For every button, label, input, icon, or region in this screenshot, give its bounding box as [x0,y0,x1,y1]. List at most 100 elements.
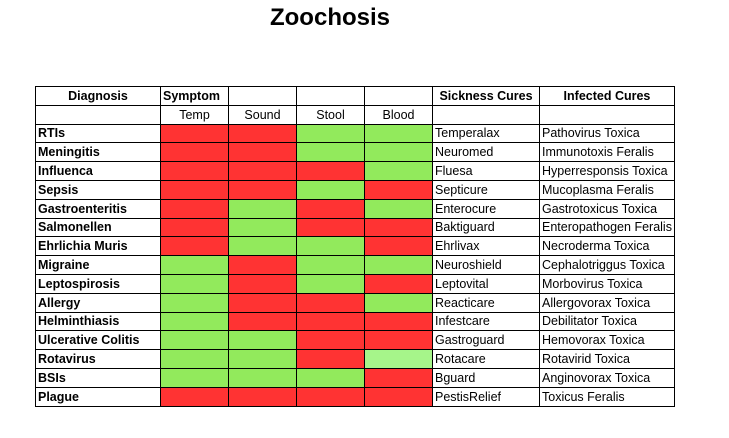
table-row: Sepsis Septicure Mucoplasma Feralis [35,179,675,200]
table-row: Ulcerative Colitis Gastroguard Hemovorax T… [35,330,675,351]
infected-cure-cell: Morbovirus Toxica [539,273,675,294]
infected-cure-cell: Immunotoxis Feralis [539,142,675,163]
symptom-temp-cell [160,198,229,219]
symptom-sound-cell [228,311,297,332]
header-empty [296,86,365,106]
header-row-2: Temp Sound Stool Blood [35,104,675,125]
table-row: Migraine Neuroshield Cephalotriggus Toxica [35,255,675,275]
symptom-sound-cell [228,330,297,351]
symptom-blood-cell [364,142,433,163]
sickness-cure-cell: Reacticare [432,292,540,313]
sickness-cure-cell: Neuromed [432,142,540,163]
symptom-sound-cell [228,367,297,388]
header-empty [364,86,433,106]
symptom-stool-cell [296,367,365,388]
symptom-stool-cell [296,311,365,332]
symptom-stool-cell [296,292,365,313]
header-sickness-cures: Sickness Cures [432,86,540,106]
table-row: Rotavirus Rotacare Rotavirid Toxica [35,349,675,369]
symptom-temp-cell [160,179,229,200]
symptom-blood-cell [364,236,433,257]
symptom-blood-cell [364,311,433,332]
infected-cure-cell: Hemovorax Toxica [539,330,675,351]
symptom-sound-cell [228,123,297,144]
table-row: Gastroenteritis Enterocure Gastrotoxicus T… [35,198,675,219]
symptom-sound-cell [228,179,297,200]
symptom-temp-cell [160,349,229,369]
infected-cure-cell: Debilitator Toxica [539,311,675,332]
symptom-stool-cell [296,217,365,238]
symptom-stool-cell [296,123,365,144]
diagnosis-cell: Influenca [35,161,161,181]
sickness-cure-cell: PestisRelief [432,386,540,407]
symptom-sound-cell [228,255,297,275]
symptom-sound-cell [228,273,297,294]
symptom-blood-cell [364,386,433,407]
symptom-sound-cell [228,236,297,257]
infected-cure-cell: Rotavirid Toxica [539,349,675,369]
symptom-temp-cell [160,386,229,407]
table-row: Ehrlichia Muris Ehrlivax Necroderma Toxica [35,236,675,257]
symptom-blood-cell [364,161,433,181]
symptom-blood-cell [364,349,433,369]
symptom-temp-cell [160,142,229,163]
symptom-blood-cell [364,273,433,294]
infected-cure-cell: Mucoplasma Feralis [539,179,675,200]
diagnosis-cell: Leptospirosis [35,273,161,294]
symptom-stool-cell [296,349,365,369]
diagnosis-cell: Salmonellen [35,217,161,238]
symptom-temp-cell [160,161,229,181]
diagnosis-cell: Gastroenteritis [35,198,161,219]
table-row: Influenca Fluesa Hyperresponsis Toxica [35,161,675,181]
sickness-cure-cell: Temperalax [432,123,540,144]
symptom-sound-cell [228,349,297,369]
header-row-1: Diagnosis Symptom Sickness Cures Infecte… [35,86,675,106]
infected-cure-cell: Hyperresponsis Toxica [539,161,675,181]
symptom-temp-cell [160,367,229,388]
symptom-stool-cell [296,161,365,181]
infected-cure-cell: Enteropathogen Feralis [539,217,675,238]
header-empty [35,104,161,125]
sickness-cure-cell: Rotacare [432,349,540,369]
table-row: RTIs Temperalax Pathovirus Toxica [35,123,675,144]
infected-cure-cell: Gastrotoxicus Toxica [539,198,675,219]
symptom-sound-cell [228,161,297,181]
header-infected-cures: Infected Cures [539,86,675,106]
infected-cure-cell: Allergovorax Toxica [539,292,675,313]
sickness-cure-cell: Fluesa [432,161,540,181]
symptom-stool-cell [296,142,365,163]
infected-cure-cell: Necroderma Toxica [539,236,675,257]
symptom-blood-cell [364,292,433,313]
header-sound: Sound [228,104,297,125]
table-row: Salmonellen Baktiguard Enteropathogen Fera… [35,217,675,238]
symptom-sound-cell [228,292,297,313]
sickness-cure-cell: Septicure [432,179,540,200]
header-blood: Blood [364,104,433,125]
header-empty [432,104,540,125]
sickness-cure-cell: Neuroshield [432,255,540,275]
infected-cure-cell: Cephalotriggus Toxica [539,255,675,275]
symptom-temp-cell [160,311,229,332]
table-row: Leptospirosis Leptovital Morbovirus Toxica [35,273,675,294]
diagnosis-table: Diagnosis Symptom Sickness Cures Infecte… [35,86,675,407]
symptom-stool-cell [296,273,365,294]
infected-cure-cell: Anginovorax Toxica [539,367,675,388]
diagnosis-cell: BSIs [35,367,161,388]
sickness-cure-cell: Bguard [432,367,540,388]
header-empty [228,86,297,106]
table-row: Meningitis Neuromed Immunotoxis Feralis [35,142,675,163]
symptom-temp-cell [160,255,229,275]
symptom-temp-cell [160,236,229,257]
symptom-temp-cell [160,273,229,294]
table-row: Plague PestisRelief Toxicus Feralis [35,386,675,407]
symptom-sound-cell [228,386,297,407]
infected-cure-cell: Toxicus Feralis [539,386,675,407]
symptom-blood-cell [364,123,433,144]
diagnosis-cell: RTIs [35,123,161,144]
diagnosis-cell: Sepsis [35,179,161,200]
page-title: Zoochosis [269,4,390,31]
diagnosis-cell: Migraine [35,255,161,275]
symptom-stool-cell [296,255,365,275]
symptom-blood-cell [364,198,433,219]
symptom-blood-cell [364,217,433,238]
